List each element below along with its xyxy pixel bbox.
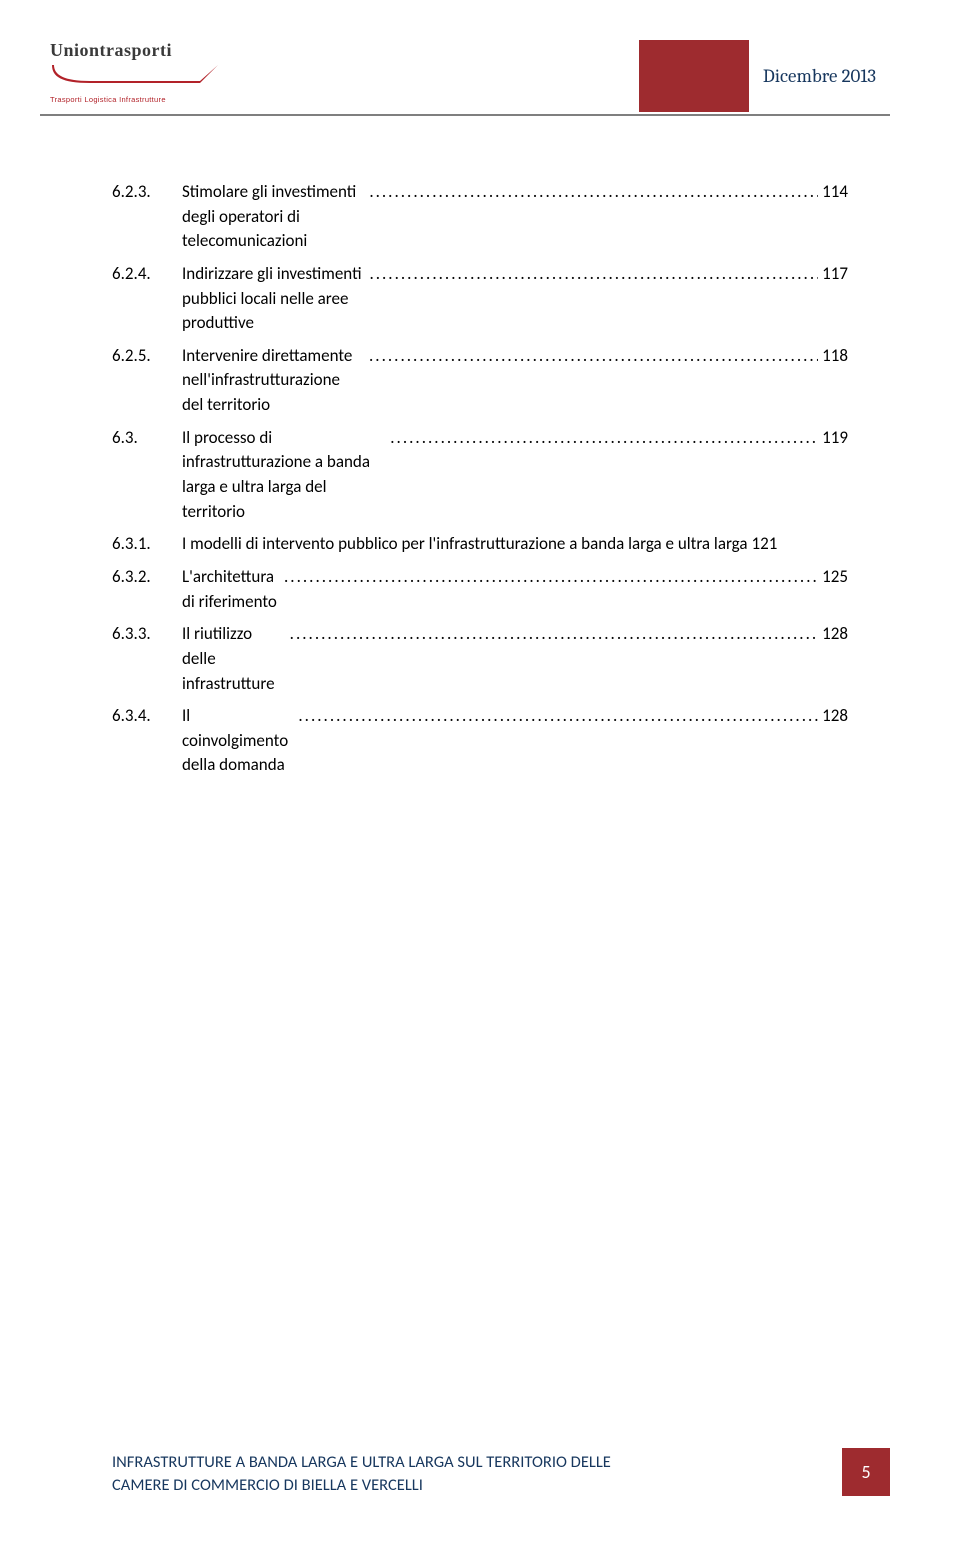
header-right: Dicembre 2013 bbox=[639, 40, 890, 112]
toc-title: Intervenire direttamente nell'infrastrut… bbox=[182, 344, 365, 418]
brand-logo: Uniontrasporti Trasporti Logistica Infra… bbox=[50, 40, 240, 104]
toc-page: 128 bbox=[818, 622, 848, 647]
toc-leader bbox=[294, 704, 818, 729]
toc-entry: 6.3.3. Il riutilizzo delle infrastruttur… bbox=[112, 622, 848, 696]
toc-title: Indirizzare gli investimenti pubblici lo… bbox=[182, 262, 365, 336]
header-rule bbox=[40, 114, 890, 116]
toc-page: 125 bbox=[818, 565, 848, 590]
toc-leader bbox=[280, 565, 818, 590]
toc-number: 6.3. bbox=[112, 426, 182, 451]
toc-entry: 6.2.4. Indirizzare gli investimenti pubb… bbox=[112, 262, 848, 336]
toc-leader bbox=[286, 622, 818, 647]
toc-entry: 6.3.2. L'architettura di riferimento 125 bbox=[112, 565, 848, 614]
toc-leader bbox=[365, 180, 818, 205]
toc-title: Il riutilizzo delle infrastrutture bbox=[182, 622, 286, 696]
footer-title: INFRASTRUTTURE A BANDA LARGA E ULTRA LAR… bbox=[112, 1451, 842, 1496]
toc-entry: 6.2.5. Intervenire direttamente nell'inf… bbox=[112, 344, 848, 418]
toc-number: 6.3.2. bbox=[112, 565, 182, 590]
toc-page: 117 bbox=[818, 262, 848, 287]
toc-page: 128 bbox=[818, 704, 848, 729]
toc-title: Il coinvolgimento della domanda bbox=[182, 704, 294, 778]
toc-page: 118 bbox=[818, 344, 848, 369]
table-of-contents: 6.2.3. Stimolare gli investimenti degli … bbox=[112, 180, 848, 786]
brand-name: Uniontrasporti bbox=[50, 40, 240, 61]
toc-title: L'architettura di riferimento bbox=[182, 565, 280, 614]
toc-title: Il processo di infrastrutturazione a ban… bbox=[182, 426, 386, 525]
toc-entry: 6.3. Il processo di infrastrutturazione … bbox=[112, 426, 848, 525]
toc-number: 6.2.5. bbox=[112, 344, 182, 369]
toc-title: Stimolare gli investimenti degli operato… bbox=[182, 180, 365, 254]
toc-page: 121 bbox=[747, 532, 777, 557]
page-footer: INFRASTRUTTURE A BANDA LARGA E ULTRA LAR… bbox=[112, 1448, 890, 1496]
toc-page: 119 bbox=[818, 426, 848, 451]
toc-number: 6.3.3. bbox=[112, 622, 182, 647]
header-date: Dicembre 2013 bbox=[763, 65, 876, 87]
brand-tagline: Trasporti Logistica Infrastrutture bbox=[50, 95, 240, 104]
toc-entry: 6.3.4. Il coinvolgimento della domanda 1… bbox=[112, 704, 848, 778]
footer-line-1: INFRASTRUTTURE A BANDA LARGA E ULTRA LAR… bbox=[112, 1452, 611, 1472]
page-header: Uniontrasporti Trasporti Logistica Infra… bbox=[0, 40, 960, 130]
toc-leader bbox=[386, 426, 818, 451]
page: Uniontrasporti Trasporti Logistica Infra… bbox=[0, 0, 960, 1548]
toc-page: 114 bbox=[818, 180, 848, 205]
footer-page-number-box: 5 bbox=[842, 1448, 890, 1496]
toc-entry: 6.2.3. Stimolare gli investimenti degli … bbox=[112, 180, 848, 254]
toc-entry: 6.3.1. I modelli di intervento pubblico … bbox=[112, 532, 848, 557]
footer-line-2: CAMERE DI COMMERCIO DI BIELLA E VERCELLI bbox=[112, 1475, 423, 1495]
brand-mark bbox=[50, 63, 240, 94]
toc-number: 6.3.1. bbox=[112, 532, 182, 557]
toc-leader bbox=[365, 344, 818, 369]
toc-title: I modelli di intervento pubblico per l'i… bbox=[182, 532, 747, 557]
header-red-block bbox=[639, 40, 749, 112]
toc-leader bbox=[365, 262, 818, 287]
header-date-box: Dicembre 2013 bbox=[749, 40, 890, 112]
toc-number: 6.2.4. bbox=[112, 262, 182, 287]
footer-page-number: 5 bbox=[861, 1461, 870, 1483]
toc-number: 6.3.4. bbox=[112, 704, 182, 729]
toc-number: 6.2.3. bbox=[112, 180, 182, 205]
